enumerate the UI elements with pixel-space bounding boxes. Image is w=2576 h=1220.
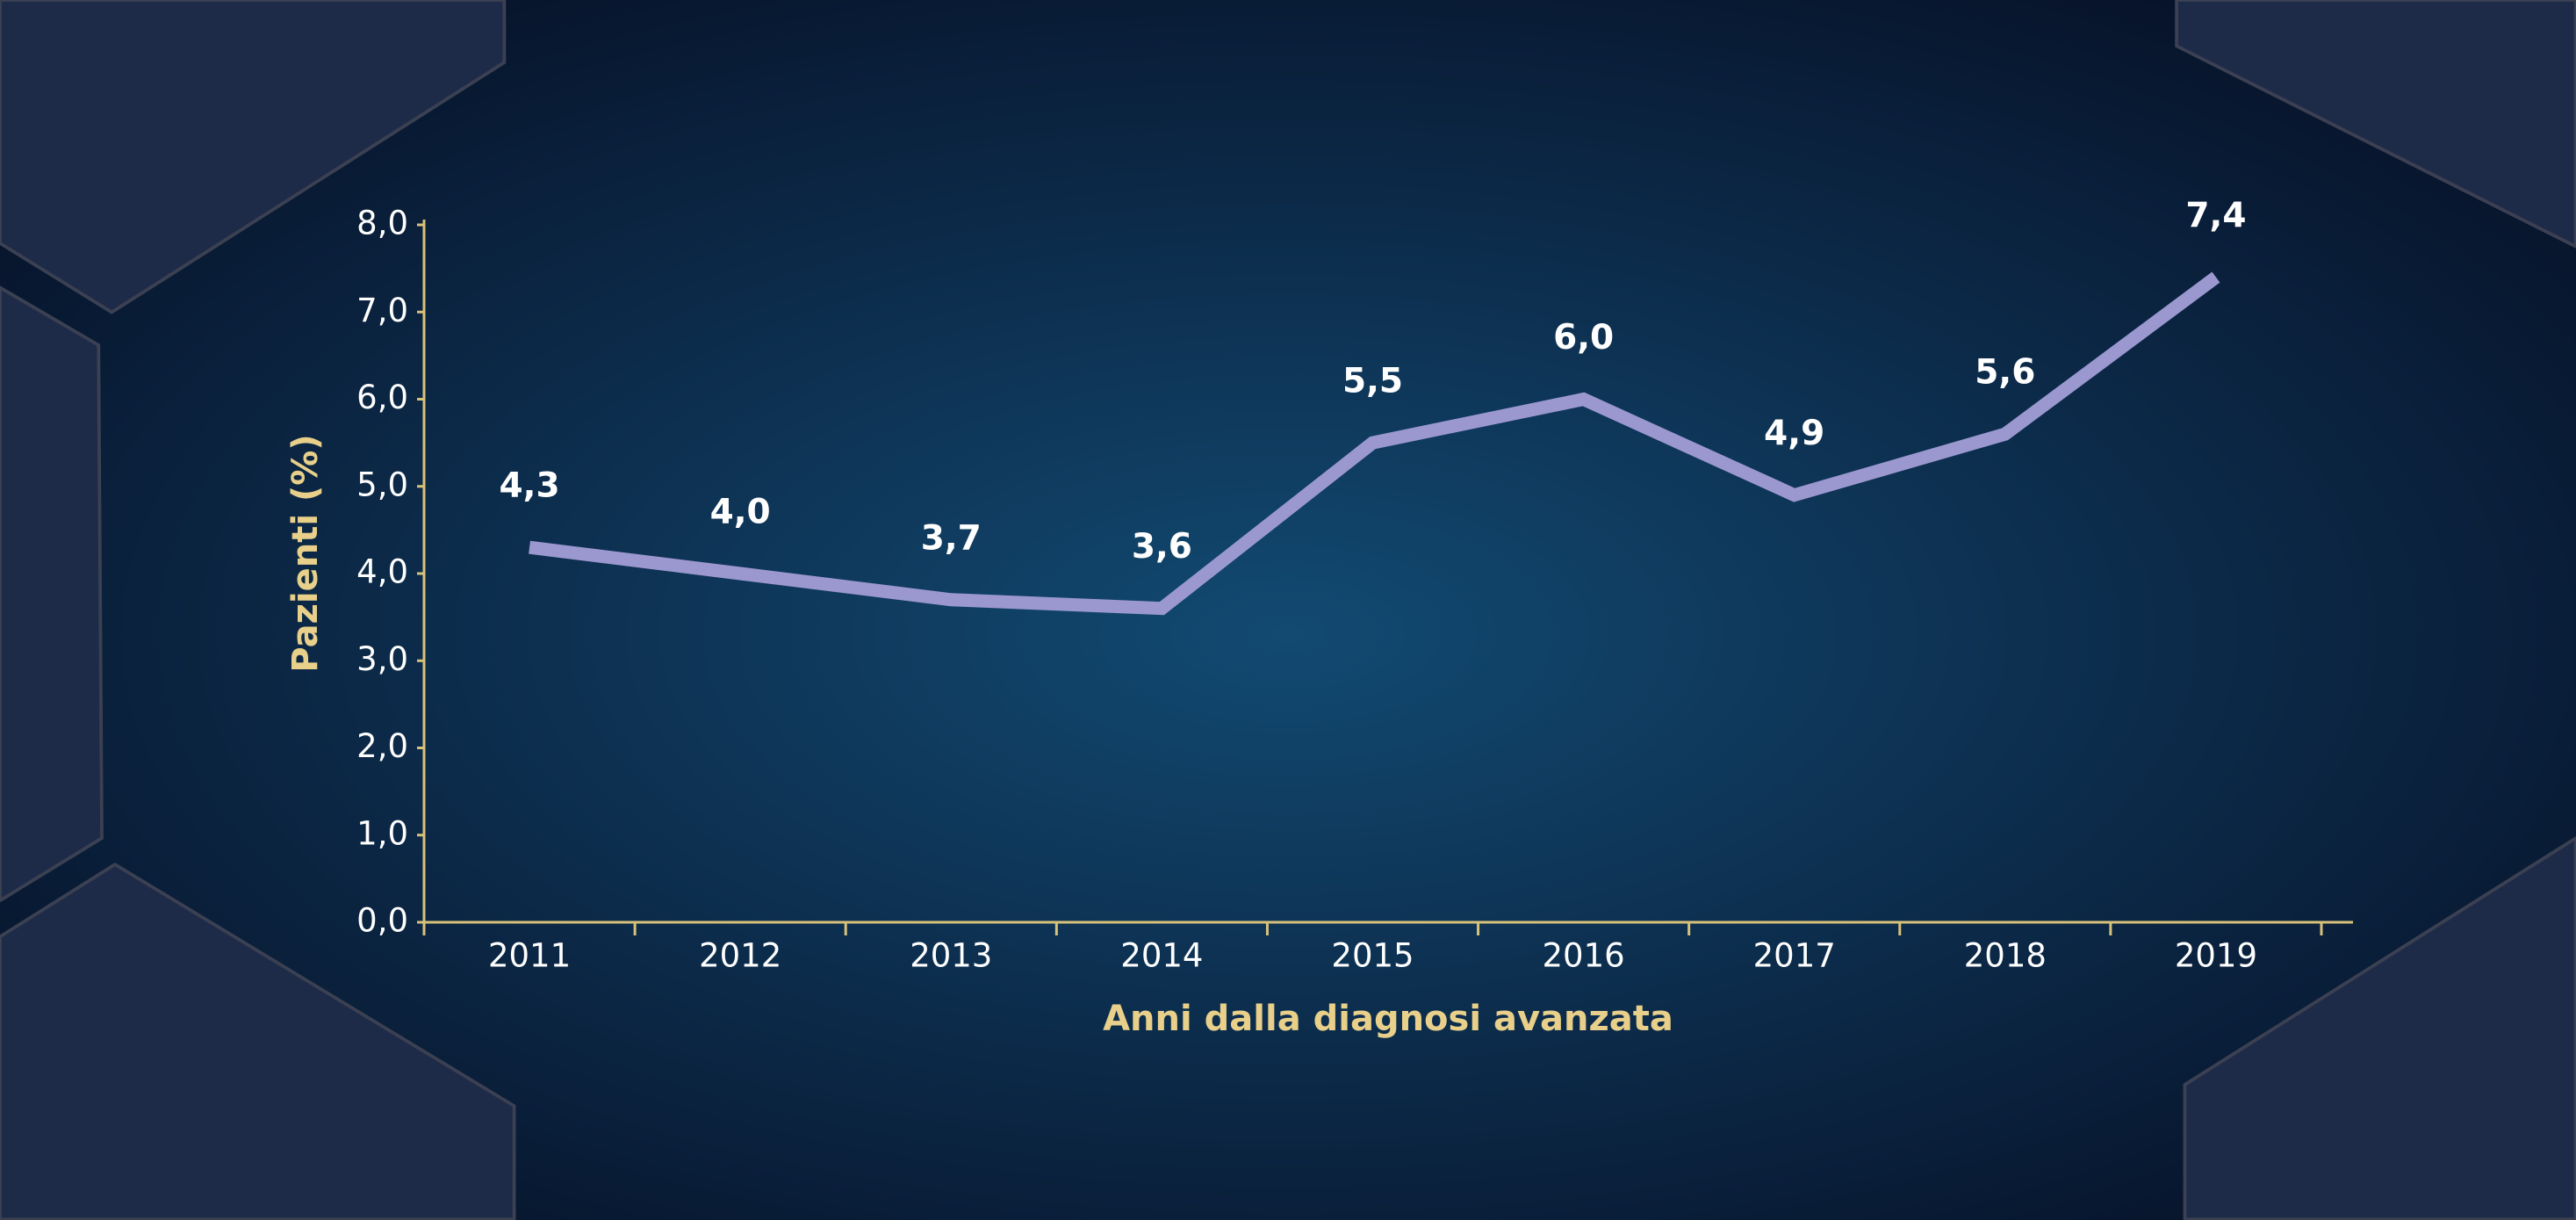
y-tick-label: 8,0: [356, 205, 408, 242]
value-label: 4,0: [710, 493, 771, 532]
x-tick-label: 2011: [488, 937, 571, 975]
x-tick-label: 2019: [2175, 937, 2257, 975]
y-tick-label: 4,0: [356, 553, 408, 591]
y-tick-label: 3,0: [356, 640, 408, 678]
hexagon: [0, 0, 507, 314]
y-axis-title: Pazienti (%): [285, 434, 326, 672]
data-line: [529, 271, 2220, 616]
value-label: 4,3: [500, 466, 560, 506]
y-tick-label: 5,0: [356, 466, 408, 503]
y-tick-label: 6,0: [356, 379, 408, 416]
x-tick-label: 2012: [699, 937, 781, 975]
y-tick-label: 7,0: [356, 292, 408, 329]
y-tick-label: 1,0: [356, 814, 408, 852]
value-label: 6,0: [1553, 318, 1614, 357]
x-axis-title: Anni dalla diagnosi avanzata: [1103, 999, 1673, 1039]
y-tick-label: 2,0: [356, 727, 408, 765]
y-tick-label: 0,0: [356, 902, 408, 940]
x-tick-label: 2015: [1331, 937, 1414, 975]
x-tick-label: 2018: [1964, 937, 2047, 975]
x-tick-label: 2017: [1753, 937, 1836, 975]
x-tick-label: 2014: [1120, 937, 1203, 975]
hexagon: [0, 862, 516, 1220]
value-label: 7,4: [2185, 196, 2246, 235]
x-tick-label: 2016: [1543, 937, 1625, 975]
x-tick-label: 2013: [910, 937, 992, 975]
value-label: 4,9: [1764, 414, 1824, 453]
value-label: 5,6: [1975, 353, 2035, 393]
value-label: 3,7: [921, 518, 982, 558]
hexagon: [0, 285, 104, 903]
value-label: 3,6: [1132, 527, 1192, 567]
value-label: 5,5: [1342, 362, 1403, 401]
